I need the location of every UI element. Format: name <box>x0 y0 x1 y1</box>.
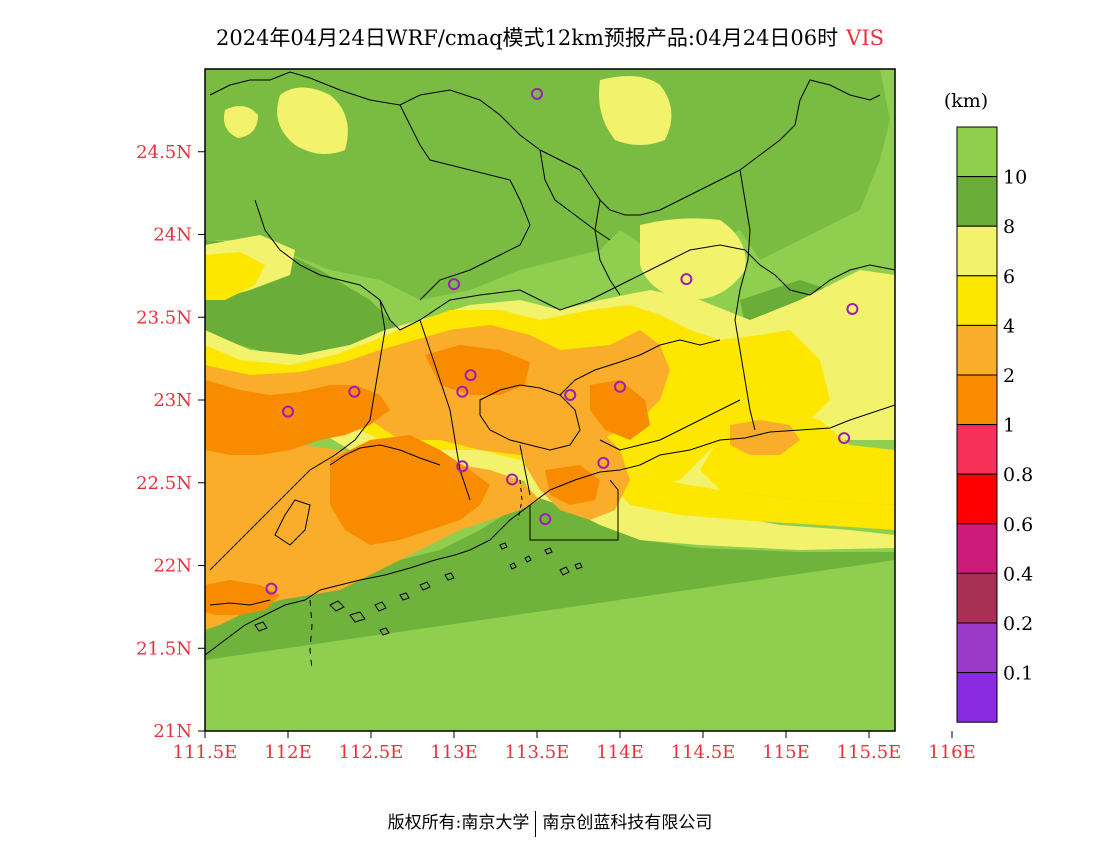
colorbar-box <box>956 572 998 624</box>
lon-tick-label: 112E <box>264 742 312 763</box>
latitude-axis: 24.5N 24N 23.5N 23N 22.5N 22N 21.5N 21N <box>136 142 205 742</box>
colorbar-unit: (km) <box>944 90 988 112</box>
lon-tick-label: 111.5E <box>173 742 238 763</box>
copyright-footer: 版权所有:南京大学 南京创蓝科技有限公司 <box>0 808 1100 837</box>
colorbar-box <box>956 324 998 376</box>
colorbar-label: 0.2 <box>1003 613 1033 635</box>
lon-tick-label: 115E <box>762 742 810 763</box>
station-marker <box>531 87 543 100</box>
colorbar-box <box>956 176 998 227</box>
islands <box>254 542 583 636</box>
station-marker <box>464 369 477 382</box>
colorbar-boxes <box>956 126 998 723</box>
colorbar-box <box>956 126 998 178</box>
colorbar-box <box>956 622 998 674</box>
lon-tick-label: 113.5E <box>505 742 570 763</box>
station-marker <box>539 513 552 526</box>
footer-left: 版权所有:南京大学 <box>387 813 530 833</box>
colorbar-box <box>956 424 998 475</box>
station-marker <box>564 389 577 402</box>
colorbar-box <box>956 672 998 723</box>
colorbar-label: 8 <box>1003 216 1015 238</box>
colorbar-box <box>956 473 998 525</box>
lon-tick-label: 116E <box>928 742 976 763</box>
colorbar-label: 0.6 <box>1003 514 1033 536</box>
lon-tick-label: 114.5E <box>671 742 736 763</box>
station-marker <box>614 380 626 393</box>
colorbar-label: 4 <box>1003 315 1015 337</box>
lat-tick-label: 24N <box>153 225 192 246</box>
station-marker <box>947 138 957 148</box>
station-marker <box>506 473 519 486</box>
station-marker <box>456 385 469 398</box>
station-marker <box>348 385 361 398</box>
station-marker <box>265 582 278 595</box>
colorbar: (km) 10 8 6 4 2 1 0.8 0.6 0.4 0.2 0.1 <box>944 90 1033 723</box>
map-panel <box>205 69 957 731</box>
lat-tick-label: 21.5N <box>136 638 192 659</box>
lon-tick-label: 112.5E <box>339 742 404 763</box>
lat-tick-label: 24.5N <box>136 142 192 163</box>
lat-tick-label: 22.5N <box>136 473 192 494</box>
colorbar-label: 0.1 <box>1003 663 1033 685</box>
colorbar-label: 2 <box>1003 365 1015 387</box>
station-marker <box>448 278 460 291</box>
stations-layer <box>265 87 957 595</box>
station-marker <box>838 432 851 445</box>
station-marker <box>680 273 693 286</box>
footer-right: 南京创蓝科技有限公司 <box>542 813 713 833</box>
colorbar-label: 10 <box>1003 167 1027 189</box>
colorbar-box <box>956 275 998 326</box>
lon-tick-label: 115.5E <box>837 742 902 763</box>
lon-tick-label: 113E <box>430 742 478 763</box>
title-main: 2024年04月24日WRF/cmaq模式12km预报产品:04月24日06时 <box>215 26 839 50</box>
lat-tick-label: 23N <box>153 390 192 411</box>
lat-tick-label: 21N <box>153 721 192 742</box>
colorbar-label: 0.4 <box>1003 563 1033 585</box>
colorbar-box <box>956 523 998 574</box>
station-marker <box>456 460 469 473</box>
lat-tick-label: 22N <box>153 556 192 577</box>
footer-separator <box>535 810 537 837</box>
colorbar-label: 0.8 <box>1003 464 1033 486</box>
colorbar-box <box>956 225 998 277</box>
longitude-axis: 111.5E 112E 112.5E 113E 113.5E 114E 114.5E 115E… <box>173 731 976 763</box>
colorbar-label: 6 <box>1003 266 1015 288</box>
colorbar-label: 1 <box>1003 415 1015 437</box>
vis-band-1-2 <box>205 345 650 615</box>
colorbar-box <box>956 374 998 426</box>
lon-tick-label: 114E <box>596 742 644 763</box>
station-marker <box>597 456 610 469</box>
station-marker <box>282 405 294 418</box>
title-variable: VIS <box>846 26 885 50</box>
lat-tick-label: 23.5N <box>136 307 192 328</box>
colorbar-labels: 10 8 6 4 2 1 0.8 0.6 0.4 0.2 0.1 <box>1003 167 1033 685</box>
map-title: 2024年04月24日WRF/cmaq模式12km预报产品:04月24日06时 V… <box>0 22 1100 52</box>
station-marker <box>846 302 859 315</box>
